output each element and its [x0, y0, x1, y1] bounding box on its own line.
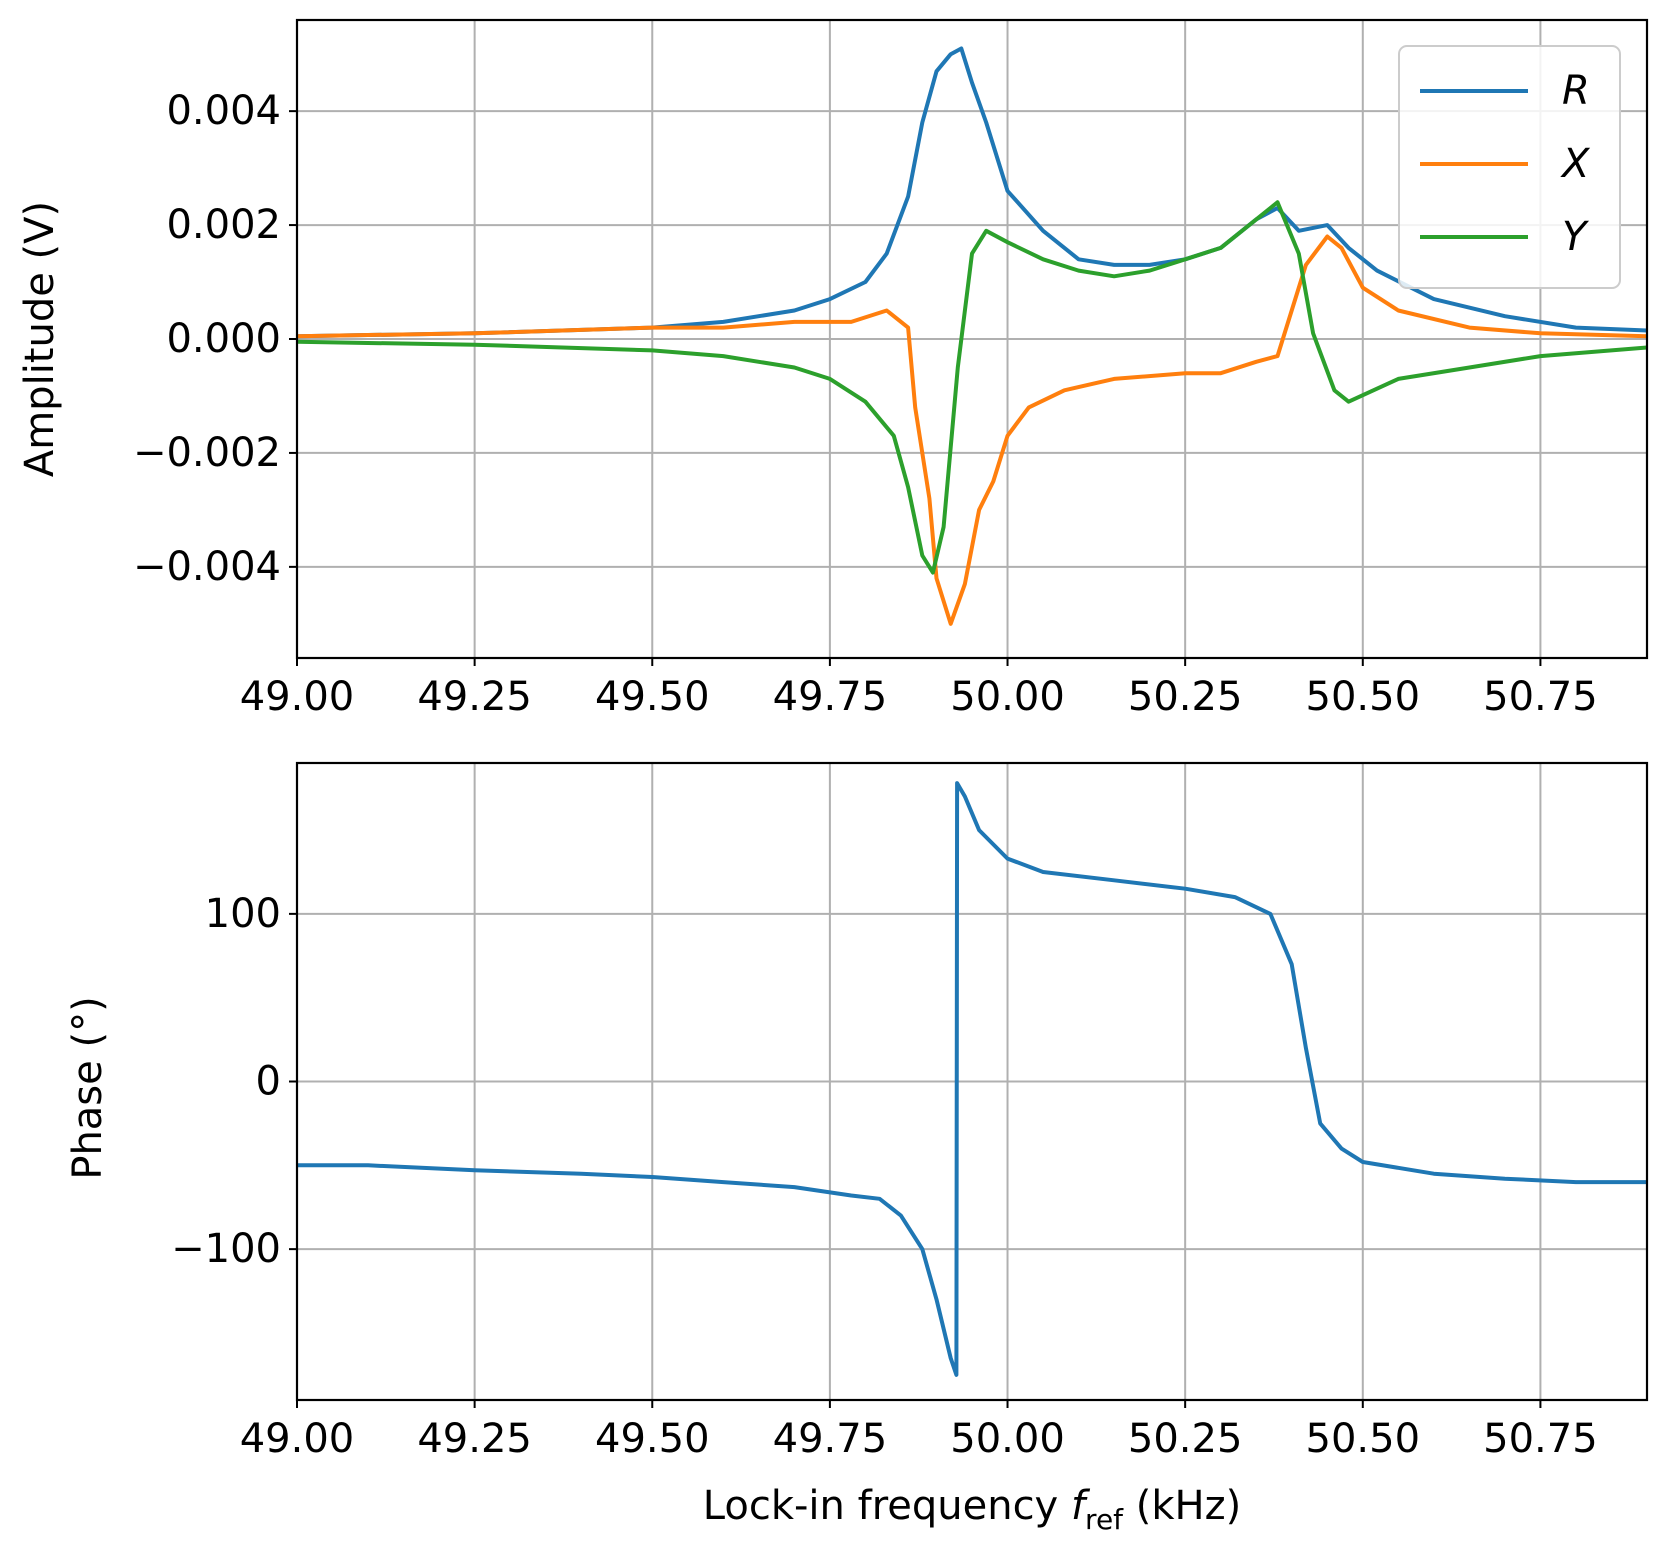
- legend: R X Y: [1398, 45, 1621, 289]
- amplitude-y-tick-label: 0.002: [166, 202, 281, 248]
- legend-item-x: X: [1420, 141, 1591, 187]
- amplitude-y-axis-label: Amplitude (V): [17, 201, 63, 477]
- legend-label-x: X: [1560, 141, 1591, 187]
- amplitude-x-tick-label: 50.00: [950, 674, 1065, 720]
- amplitude-x-tick-label: 49.75: [773, 674, 888, 720]
- amplitude-x-tick-label: 49.25: [417, 674, 532, 720]
- amplitude-y-tick-label: 0.000: [166, 316, 281, 362]
- phase-x-tick-label: 49.75: [773, 1416, 888, 1462]
- x-axis-label-prefix: Lock-in frequency: [703, 1483, 1071, 1529]
- legend-item-r: R: [1420, 68, 1590, 114]
- legend-label-y: Y: [1562, 214, 1590, 260]
- amplitude-x-tick-label: 50.50: [1306, 674, 1421, 720]
- amplitude-ticks: 49.00 49.25 49.50 49.75 50.00 50.25 50.50 50.75…: [133, 88, 1598, 720]
- amplitude-y-tick-label: −0.002: [133, 430, 281, 476]
- phase-y-tick-label: 0: [256, 1059, 281, 1105]
- phase-y-tick-label: −100: [171, 1226, 281, 1272]
- phase-x-tick-label: 50.00: [950, 1416, 1065, 1462]
- phase-x-axis-label: Lock-in frequency fref (kHz): [703, 1483, 1241, 1536]
- phase-grid: [296, 763, 1647, 1400]
- phase-y-tick-label: 100: [205, 891, 281, 937]
- amplitude-y-tick-label: −0.004: [133, 544, 281, 590]
- phase-panel: 49.00 49.25 49.50 49.75 50.00 50.25 50.50 50.75…: [65, 761, 1649, 1536]
- phase-x-tick-label: 49.50: [595, 1416, 710, 1462]
- phase-x-tick-label: 50.25: [1128, 1416, 1243, 1462]
- phase-ticks: 49.00 49.25 49.50 49.75 50.00 50.25 50.50 50.75…: [171, 891, 1598, 1462]
- amplitude-panel: 49.00 49.25 49.50 49.75 50.00 50.25 50.50 50.75…: [17, 18, 1649, 720]
- phase-x-tick-label: 49.00: [240, 1416, 355, 1462]
- amplitude-x-tick-label: 50.75: [1483, 674, 1598, 720]
- amplitude-x-tick-label: 50.25: [1128, 674, 1243, 720]
- amplitude-x-tick-label: 49.50: [595, 674, 710, 720]
- phase-x-tick-label: 50.50: [1306, 1416, 1421, 1462]
- x-axis-label-subscript: ref: [1085, 1503, 1124, 1536]
- legend-label-r: R: [1562, 68, 1590, 114]
- series-line-phase: [297, 781, 1647, 1377]
- amplitude-y-tick-label: 0.004: [166, 88, 281, 134]
- series-line-r: [297, 46, 1647, 339]
- legend-item-y: Y: [1420, 214, 1590, 260]
- phase-x-tick-label: 50.75: [1483, 1416, 1598, 1462]
- phase-series: [297, 781, 1647, 1377]
- series-line-y: [297, 200, 1647, 575]
- amplitude-series: [297, 46, 1647, 626]
- phase-y-axis-label: Phase (°): [65, 996, 111, 1179]
- series-line-x: [297, 234, 1647, 626]
- phase-x-tick-label: 49.25: [417, 1416, 532, 1462]
- legend-box: [1398, 45, 1621, 289]
- x-axis-label-suffix: (kHz): [1123, 1483, 1241, 1529]
- amplitude-x-tick-label: 49.00: [240, 674, 355, 720]
